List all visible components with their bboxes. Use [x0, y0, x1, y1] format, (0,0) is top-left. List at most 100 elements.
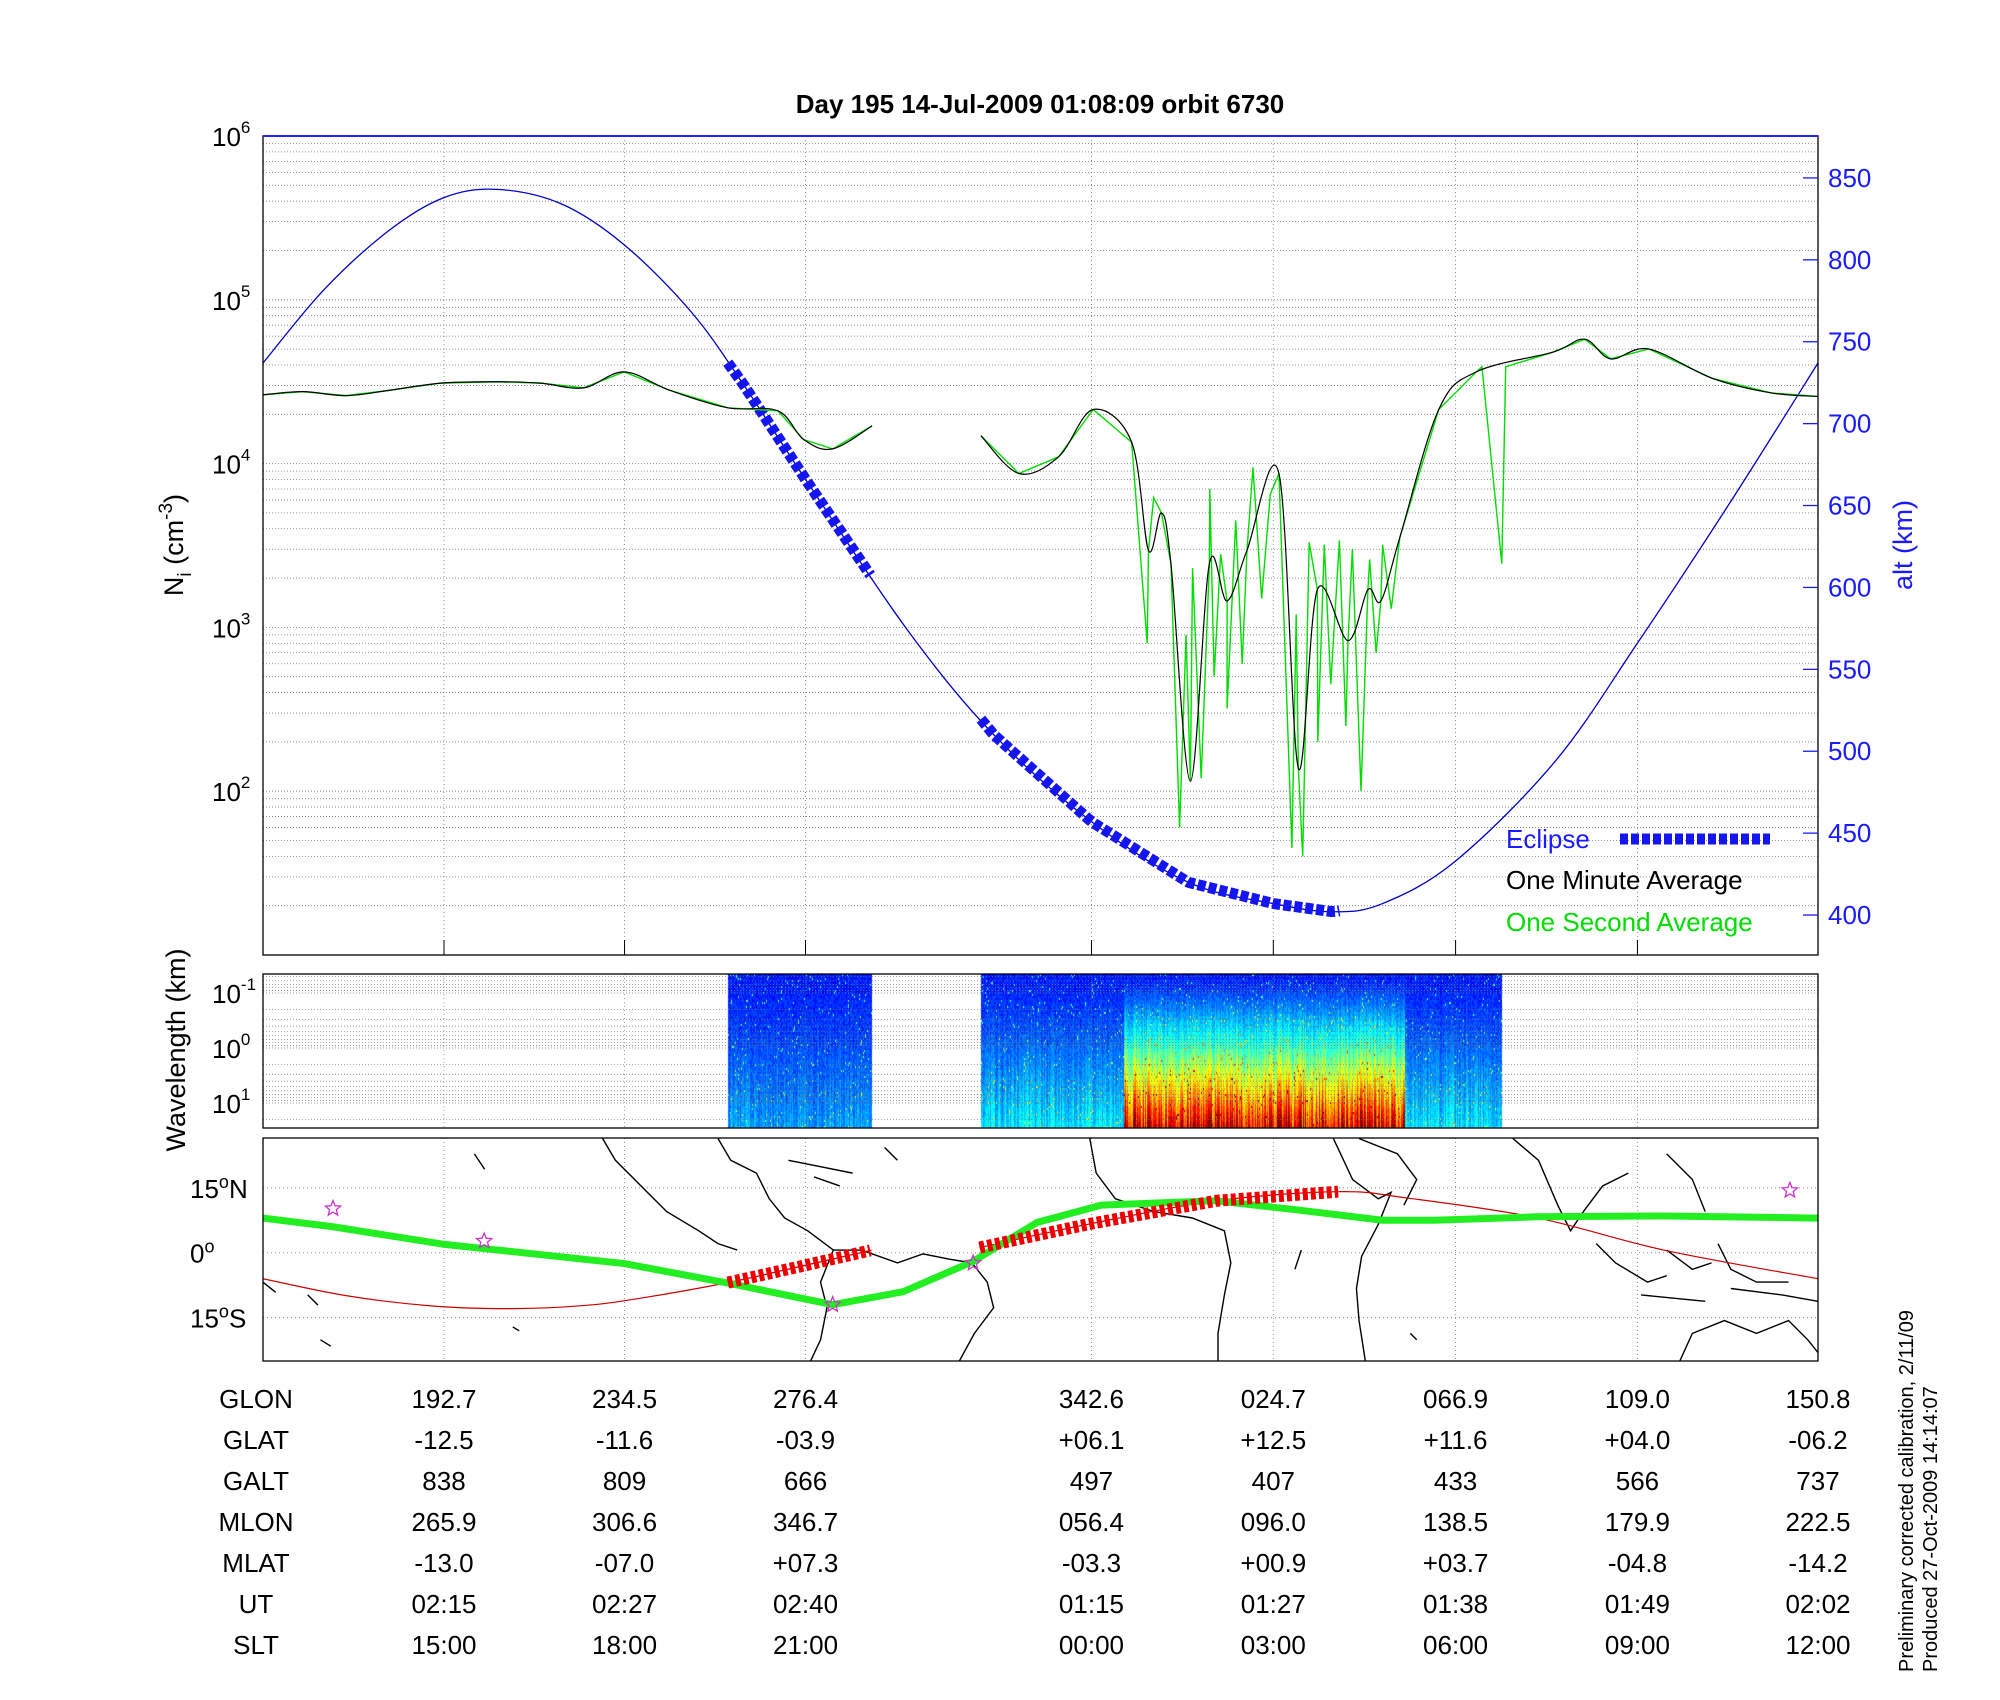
alt-tick-label: 750: [1828, 327, 1871, 357]
legend-second-label: One Second Average: [1506, 907, 1753, 937]
alt-tick-label: 500: [1828, 736, 1871, 766]
cell-value: 02:27: [592, 1589, 657, 1619]
cell-value: 737: [1796, 1466, 1839, 1496]
dip-equator-line: [263, 1197, 1818, 1309]
cell-value: 666: [784, 1466, 827, 1496]
cell-value: 024.7: [1241, 1384, 1306, 1414]
star-marker: [474, 1231, 494, 1249]
lat-value: 15: [190, 1304, 219, 1334]
legend-eclipse-label: Eclipse: [1506, 824, 1590, 854]
tick-exponent: 3: [241, 609, 250, 628]
table-row: GALT 838 809 666 497 407 433 566 737: [223, 1466, 1840, 1496]
cell-value: 109.0: [1605, 1384, 1670, 1414]
eclipse-track-segment: [726, 1244, 872, 1289]
table-row: UT 02:15 02:27 02:40 01:15 01:27 01:38 01:49 02:…: [239, 1589, 1851, 1619]
cell-value: -03.9: [776, 1425, 835, 1455]
main-plot-marks: [263, 188, 1818, 918]
coastline-central-america: [601, 1138, 972, 1264]
cell-value: -11.6: [596, 1425, 653, 1455]
alt-tick-label: 700: [1828, 409, 1871, 439]
cell-value: 09:00: [1605, 1630, 1670, 1660]
row-label: MLAT: [222, 1548, 290, 1578]
alt-tick-label: 450: [1828, 818, 1871, 848]
tick-exponent: 1: [241, 1085, 250, 1104]
main-grid: [263, 136, 1818, 956]
cell-value: 01:15: [1059, 1589, 1124, 1619]
one-minute-average-line: [263, 371, 873, 450]
legend-minute-label: One Minute Average: [1506, 865, 1743, 895]
alt-tick-label: 400: [1828, 900, 1871, 930]
cell-value: 18:00: [592, 1630, 657, 1660]
cell-value: 306.6: [592, 1507, 657, 1537]
latitude-tick-label: 15oN: [190, 1172, 248, 1204]
cell-value: 192.7: [411, 1384, 476, 1414]
row-label: UT: [239, 1589, 274, 1619]
tick-base: 10: [212, 979, 241, 1009]
cell-value: 02:15: [411, 1589, 476, 1619]
spectrogram-grid: [263, 974, 1818, 1128]
degree-sign: o: [219, 1302, 229, 1322]
alt-tick-label: 600: [1828, 572, 1871, 602]
wavelength-tick-label: 100: [212, 1030, 250, 1064]
lat-hemisphere: N: [229, 1174, 248, 1204]
cell-value: +11.6: [1424, 1425, 1488, 1455]
coastline-australia: [1679, 1319, 1818, 1361]
cell-value: 12:00: [1785, 1630, 1850, 1660]
cell-value: 138.5: [1423, 1507, 1488, 1537]
cell-value: 179.9: [1605, 1507, 1670, 1537]
cell-value: -03.3: [1062, 1548, 1121, 1578]
row-label: GLON: [219, 1384, 293, 1414]
cell-value: -13.0: [414, 1548, 473, 1578]
cell-value: 01:27: [1241, 1589, 1306, 1619]
tick-base: 10: [212, 450, 241, 480]
star-marker: [323, 1198, 343, 1217]
alt-tick-label: 850: [1828, 163, 1871, 193]
cell-value: 00:00: [1059, 1630, 1124, 1660]
alt-tick-label: 650: [1828, 491, 1871, 521]
cell-value: 566: [1616, 1466, 1659, 1496]
cell-value: +12.5: [1240, 1425, 1306, 1455]
lat-hemisphere: S: [229, 1304, 246, 1334]
wavelength-tick-label: 101: [212, 1085, 250, 1119]
tick-base: 10: [212, 122, 241, 152]
spectrogram-frame: [262, 973, 1819, 1129]
tick-base: 10: [212, 777, 241, 807]
row-label: GLAT: [223, 1425, 289, 1455]
table-row: GLON 192.7 234.5 276.4 342.6 024.7 066.9 109.0 1…: [219, 1384, 1850, 1414]
tick-exponent: -1: [241, 975, 256, 994]
table-row: SLT 15:00 18:00 21:00 00:00 03:00 06:00 09:00 12…: [233, 1630, 1850, 1660]
map-marks: [263, 1180, 1818, 1313]
legend: Eclipse One Minute Average One Second Av…: [1506, 824, 1770, 937]
tick-base: 10: [212, 1034, 241, 1064]
cell-value: 809: [603, 1466, 646, 1496]
chart-title: Day 195 14-Jul-2009 01:08:09 orbit 6730: [796, 89, 1285, 119]
cell-value: 222.5: [1785, 1507, 1850, 1537]
row-label: SLT: [233, 1630, 279, 1660]
cell-value: 066.9: [1423, 1384, 1488, 1414]
degree-sign: o: [219, 1172, 229, 1192]
cell-value: -04.8: [1608, 1548, 1667, 1578]
wavelength-tick-label: 10-1: [212, 975, 256, 1009]
cell-value: 234.5: [592, 1384, 657, 1414]
eclipse-segment: [723, 359, 875, 579]
coastline-caribbean: [788, 1146, 898, 1187]
ni-tick-label: 105: [212, 282, 250, 316]
cell-value: 02:40: [773, 1589, 838, 1619]
tick-base: 10: [212, 286, 241, 316]
coastline-pacific-islands: [263, 1153, 1418, 1347]
alt-axis-label: alt (km): [1888, 500, 1918, 590]
cell-value: 276.4: [773, 1384, 838, 1414]
cell-value: +07.3: [773, 1548, 839, 1578]
table-row: MLAT -13.0 -07.0 +07.3 -03.3 +00.9 +03.7 -04.8 -…: [222, 1548, 1847, 1578]
cell-value: 407: [1252, 1466, 1295, 1496]
tick-base: 10: [212, 1089, 241, 1119]
row-label: MLON: [218, 1507, 293, 1537]
cell-value: 346.7: [773, 1507, 838, 1537]
star-marker: [963, 1253, 983, 1272]
star-marker: [1780, 1180, 1800, 1199]
cell-value: 433: [1434, 1466, 1477, 1496]
ni-tick-label: 102: [212, 773, 250, 807]
star-marker: [823, 1294, 842, 1313]
